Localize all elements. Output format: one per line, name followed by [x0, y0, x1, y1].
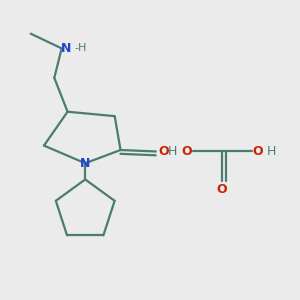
Text: -H: -H [75, 44, 87, 53]
Text: O: O [181, 145, 191, 158]
Text: N: N [80, 157, 90, 170]
Text: H: H [267, 145, 276, 158]
Text: O: O [253, 145, 263, 158]
Text: O: O [217, 183, 227, 196]
Text: N: N [61, 42, 71, 55]
Text: O: O [159, 145, 170, 158]
Text: H: H [168, 145, 177, 158]
